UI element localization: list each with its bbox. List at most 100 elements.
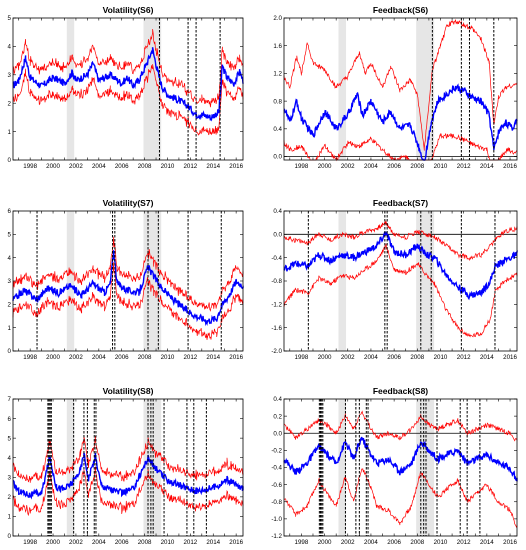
x-tick-label: 2002 <box>69 539 83 546</box>
y-tick-label: 1.6 <box>273 43 282 50</box>
x-tick-label: 2016 <box>229 163 243 170</box>
x-tick-label: 2016 <box>229 354 243 361</box>
x-tick-label: 2014 <box>480 539 494 546</box>
x-tick-label: 2006 <box>387 354 401 361</box>
chart-title: Feedback(S6) <box>373 5 428 15</box>
x-tick-label: 2010 <box>434 354 448 361</box>
y-tick-label: 0.4 <box>273 396 282 403</box>
x-tick-label: 2012 <box>457 539 471 546</box>
y-tick-label: -0.4 <box>271 465 282 472</box>
x-tick-label: 2004 <box>92 539 106 546</box>
y-tick-label: 0.2 <box>273 413 282 420</box>
y-tick-label: 1 <box>8 514 12 521</box>
upper-band-line <box>12 29 244 108</box>
y-tick-label: 0.4 <box>273 126 282 133</box>
plot-frame <box>12 398 244 537</box>
recession-shade-1 <box>338 211 347 351</box>
y-tick-label: -0.8 <box>271 278 282 285</box>
x-tick-label: 1998 <box>23 539 37 546</box>
y-tick-label: 0 <box>8 157 12 164</box>
x-tick-label: 2002 <box>341 539 355 546</box>
recession-shade-2 <box>416 18 435 160</box>
upper-band-line <box>283 410 518 442</box>
recession-shade-1 <box>66 211 75 351</box>
y-tick-label: 6 <box>8 416 12 423</box>
y-tick-label: 2 <box>8 100 12 107</box>
y-tick-label: 1 <box>8 325 12 332</box>
y-tick-label: 5 <box>8 435 12 442</box>
y-tick-label: 0.0 <box>273 232 282 239</box>
plot-frame <box>12 17 244 161</box>
chart-title: Volatility(S7) <box>103 198 154 208</box>
x-tick-label: 2016 <box>503 163 517 170</box>
panel-5: Volatility(S8) 0 1 2 3 4 5 6 7 1998 2000 2002 2004 20… <box>8 386 244 546</box>
y-tick-label: 3 <box>8 72 12 79</box>
x-tick-label: 2004 <box>364 354 378 361</box>
y-tick-label: -0.4 <box>271 255 282 262</box>
y-tick-label: 0 <box>8 533 12 540</box>
y-tick-label: -1.2 <box>271 302 282 309</box>
upper-band-line <box>283 220 518 262</box>
x-tick-label: 1998 <box>295 354 309 361</box>
x-tick-label: 2010 <box>434 163 448 170</box>
x-tick-label: 2010 <box>161 539 175 546</box>
x-tick-label: 2014 <box>206 539 220 546</box>
upper-band-line <box>12 436 244 483</box>
recession-shade-1 <box>338 399 347 536</box>
lower-band-line <box>12 64 244 136</box>
x-tick-label: 2002 <box>69 163 83 170</box>
x-tick-label: 2010 <box>161 354 175 361</box>
x-tick-label: 2006 <box>115 539 129 546</box>
x-tick-label: 2014 <box>206 163 220 170</box>
y-tick-label: -1.2 <box>271 533 282 540</box>
x-tick-label: 2002 <box>341 354 355 361</box>
x-tick-label: 2004 <box>92 354 106 361</box>
y-tick-label: -1.6 <box>271 325 282 332</box>
lower-band-line <box>283 133 518 162</box>
panel-6: Feedback(S8) -1.2 -1.0 -0.8 -0.6 -0.4 -0.2 0.0 0… <box>271 386 518 546</box>
x-tick-label: 1998 <box>295 163 309 170</box>
y-tick-label: 4 <box>8 255 12 262</box>
plot-frame <box>12 210 244 352</box>
x-tick-label: 2016 <box>503 539 517 546</box>
x-tick-label: 2004 <box>92 163 106 170</box>
y-tick-label: 5 <box>8 232 12 239</box>
x-tick-label: 2012 <box>457 163 471 170</box>
y-tick-label: -2.0 <box>271 348 282 355</box>
estimate-line <box>283 230 518 301</box>
y-tick-label: 0.0 <box>273 430 282 437</box>
y-tick-label: 3 <box>8 474 12 481</box>
panel-2: Feedback(S6) 0.0 0.4 0.8 1.2 1.6 2.0 1998 2000 20… <box>273 5 518 170</box>
x-tick-label: 2012 <box>183 354 197 361</box>
x-tick-label: 2008 <box>410 354 424 361</box>
lower-band-line <box>283 243 518 338</box>
chart-title: Feedback(S7) <box>373 198 428 208</box>
x-tick-label: 2000 <box>318 163 332 170</box>
chart-title: Volatility(S8) <box>103 386 154 396</box>
x-tick-label: 1998 <box>23 354 37 361</box>
plot-frame <box>283 210 518 352</box>
y-tick-label: 2.0 <box>273 15 282 22</box>
y-tick-label: -1.0 <box>271 516 282 523</box>
estimate-line <box>12 47 244 122</box>
x-tick-label: 2008 <box>138 163 152 170</box>
estimate-line <box>12 452 244 500</box>
x-tick-label: 1998 <box>295 539 309 546</box>
plot-frame <box>283 17 518 161</box>
y-tick-label: 0.4 <box>273 208 282 215</box>
x-tick-label: 2004 <box>364 539 378 546</box>
panel-3: Volatility(S7) 0 1 2 3 4 5 6 1998 2000 2002 2004 200… <box>8 198 244 361</box>
recession-shade-1 <box>338 18 347 160</box>
x-tick-label: 2008 <box>410 539 424 546</box>
x-tick-label: 2016 <box>229 539 243 546</box>
recession-shade-1 <box>66 18 75 160</box>
x-tick-label: 2014 <box>480 354 494 361</box>
estimate-line <box>283 83 518 161</box>
x-tick-label: 2006 <box>115 354 129 361</box>
y-tick-label: 2 <box>8 494 12 501</box>
y-tick-label: 6 <box>8 208 12 215</box>
x-tick-label: 2000 <box>318 354 332 361</box>
x-tick-label: 2000 <box>46 354 60 361</box>
upper-band-line <box>12 236 244 312</box>
